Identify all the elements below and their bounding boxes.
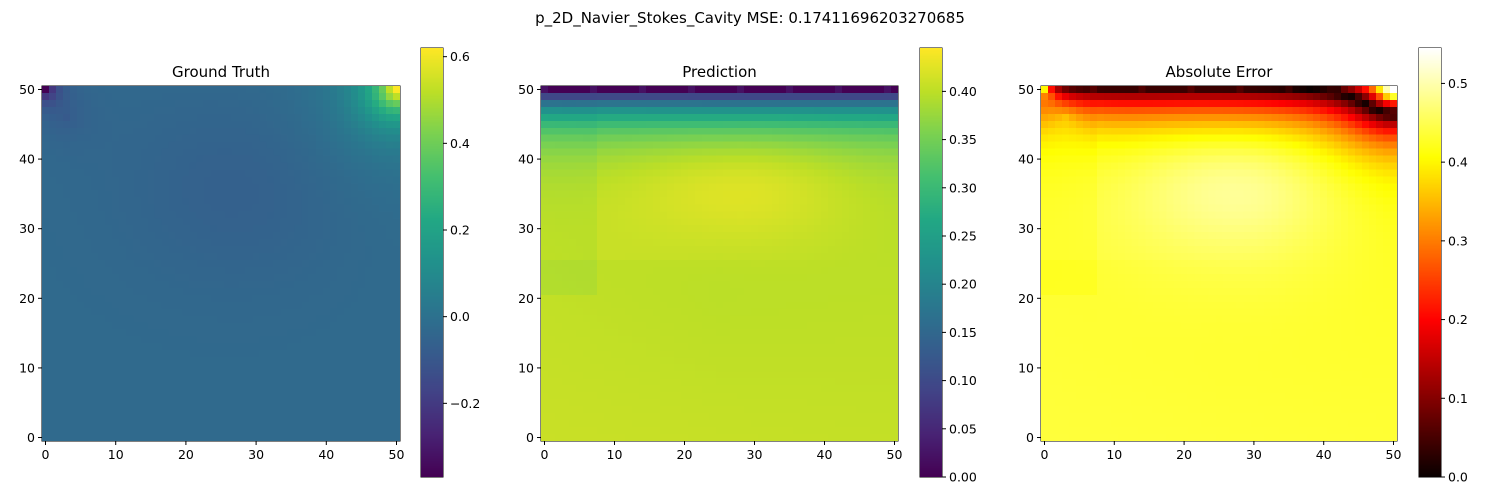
colorbar-tick-label: 0.40 — [949, 84, 977, 99]
y-tick-label: 50 — [19, 82, 35, 97]
colorbar-tick-label: 0.3 — [1448, 233, 1468, 248]
colorbar-tick-label: 0.20 — [949, 277, 977, 292]
y-tick-label: 20 — [1018, 291, 1034, 306]
x-tick-label: 0 — [1041, 447, 1049, 462]
colorbar-tick-label: 0.2 — [450, 223, 470, 238]
y-tick-label: 40 — [1018, 152, 1034, 167]
x-tick-label: 10 — [1106, 447, 1122, 462]
y-tick-label: 30 — [1018, 221, 1034, 236]
colorbar-tick-label: 0.5 — [1448, 76, 1468, 91]
colorbar-tick-label: 0.2 — [1448, 312, 1468, 327]
heatmap-3 — [1041, 86, 1397, 441]
y-tick-label: 30 — [19, 221, 35, 236]
y-tick-label: 30 — [518, 221, 534, 236]
y-tick-label: 10 — [19, 360, 35, 375]
y-tick-label: 20 — [518, 291, 534, 306]
colorbar-tick-label: 0.25 — [949, 228, 977, 243]
x-tick-label: 30 — [747, 447, 763, 462]
x-tick-label: 20 — [1176, 447, 1192, 462]
heatmap-2 — [541, 86, 898, 441]
panel-title-3: Absolute Error — [1166, 63, 1274, 81]
colorbar-tick-label: 0.00 — [949, 470, 977, 485]
x-tick-label: 0 — [541, 447, 549, 462]
panel-title-2: Prediction — [682, 63, 757, 81]
colorbar-tick-label: 0.10 — [949, 373, 977, 388]
x-tick-label: 10 — [108, 447, 124, 462]
x-tick-label: 30 — [248, 447, 264, 462]
colorbar-3 — [1419, 48, 1441, 477]
x-tick-label: 50 — [887, 447, 903, 462]
colorbar-1 — [421, 48, 443, 477]
y-tick-label: 50 — [1018, 82, 1034, 97]
colorbar-tick-label: 0.15 — [949, 325, 977, 340]
figure-suptitle: p_2D_Navier_Stokes_Cavity MSE: 0.1741169… — [535, 9, 965, 28]
panel-3: Absolute Error 0 10 20 30 40 50 0 10 20 30 40 50 0.0 0… — [1018, 47, 1468, 485]
x-tick-label: 50 — [389, 447, 405, 462]
colorbar-tick-label: 0.4 — [450, 136, 470, 151]
panels: Ground Truth 0 10 20 30 40 50 0 10 20 30 40 50 −0.2 0.… — [19, 47, 1468, 485]
x-tick-label: 10 — [607, 447, 623, 462]
colorbar-tick-label: 0.30 — [949, 180, 977, 195]
colorbar-tick-label: 0.05 — [949, 421, 977, 436]
x-tick-label: 40 — [1316, 447, 1332, 462]
colorbar-2 — [920, 48, 942, 477]
x-tick-label: 30 — [1246, 447, 1262, 462]
y-tick-label: 20 — [19, 291, 35, 306]
colorbar-tick-label: 0.0 — [1448, 470, 1468, 485]
x-tick-label: 0 — [42, 447, 50, 462]
y-tick-label: 10 — [518, 360, 534, 375]
y-tick-label: 40 — [518, 152, 534, 167]
panel-1: Ground Truth 0 10 20 30 40 50 0 10 20 30 40 50 −0.2 0.… — [19, 47, 480, 478]
y-tick-label: 10 — [1018, 360, 1034, 375]
x-tick-label: 40 — [817, 447, 833, 462]
colorbar-tick-label: 0.1 — [1448, 391, 1468, 406]
y-tick-label: 0 — [1026, 430, 1034, 445]
x-tick-label: 20 — [178, 447, 194, 462]
x-tick-label: 40 — [318, 447, 334, 462]
y-tick-label: 0 — [27, 430, 35, 445]
y-tick-label: 50 — [518, 82, 534, 97]
y-tick-label: 40 — [19, 152, 35, 167]
colorbar-tick-label: 0.35 — [949, 132, 977, 147]
y-tick-label: 0 — [526, 430, 534, 445]
x-tick-label: 20 — [677, 447, 693, 462]
x-tick-label: 50 — [1386, 447, 1402, 462]
colorbar-tick-label: 0.4 — [1448, 155, 1468, 170]
colorbar-tick-label: −0.2 — [450, 396, 480, 411]
colorbar-tick-label: 0.0 — [450, 309, 470, 324]
panel-title-1: Ground Truth — [172, 63, 270, 81]
colorbar-tick-label: 0.6 — [450, 49, 470, 64]
heatmap-1 — [42, 86, 400, 441]
